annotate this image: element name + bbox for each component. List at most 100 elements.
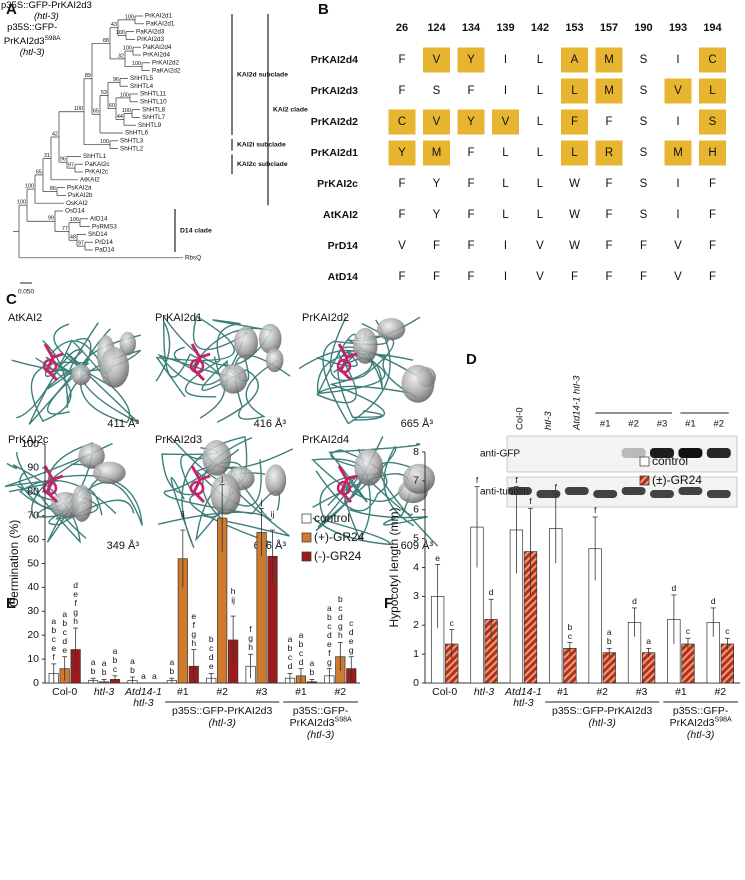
- leaf-label: PsKAI2a: [67, 184, 92, 191]
- residue-position: 193: [669, 22, 687, 34]
- group-superscript: S98A: [334, 716, 352, 724]
- y-tick-label: 40: [27, 581, 39, 593]
- leaf-label: RbsQ: [185, 254, 201, 261]
- backbone: [184, 319, 265, 398]
- bootstrap-value: 43: [111, 22, 117, 28]
- residue: L: [571, 147, 578, 159]
- x-tick-label: #3: [635, 686, 648, 698]
- y-axis-title: Hypocotyl length (mm): [387, 507, 401, 627]
- residue: V: [674, 85, 682, 97]
- cavity-surface: [258, 323, 282, 354]
- blot-band: [650, 490, 674, 498]
- blot-band: [706, 490, 731, 498]
- significance-letters: f: [529, 496, 532, 507]
- residue: M: [673, 147, 683, 159]
- structure-image: [298, 314, 441, 426]
- bootstrap-value: 77: [62, 226, 68, 232]
- category-group-label: p35S::GFP-PrKAI2d3 (htl-3): [539, 705, 665, 729]
- significance-letters: e: [435, 552, 440, 563]
- ligand: [190, 465, 211, 504]
- residue-highlight: [560, 108, 589, 136]
- structure-name: PrKAI2d2: [302, 312, 349, 324]
- residue: L: [537, 54, 544, 66]
- residue: F: [398, 85, 405, 97]
- backbone: [315, 449, 388, 512]
- leaf-label: PrD14: [95, 239, 113, 246]
- group-text: p35S::GFP-PrKAI2d3: [3, 22, 58, 48]
- backbone: [316, 316, 395, 396]
- legend-label: (+)-GR24: [314, 530, 365, 544]
- leaf-label: ShHTL7: [142, 114, 166, 121]
- significance-letters: ab: [309, 658, 315, 678]
- protein-name: PrKAI2d1: [311, 147, 358, 159]
- significance-letters: ab: [130, 656, 135, 676]
- legend-label: control: [652, 454, 688, 468]
- residue: V: [674, 240, 682, 252]
- y-tick-label: 70: [27, 509, 39, 521]
- significance-letters: d: [488, 587, 494, 598]
- legend-swatch: [639, 475, 650, 486]
- cavity-surface: [376, 318, 406, 341]
- residue: A: [571, 54, 579, 66]
- structure-name: PrKAI2d1: [155, 312, 202, 324]
- residue: L: [537, 116, 544, 128]
- residue-position: 157: [600, 22, 618, 34]
- residue: Y: [433, 178, 441, 190]
- significance-letters: a: [646, 636, 651, 647]
- significance-letters: bcde: [208, 634, 214, 672]
- ligand: [43, 465, 64, 504]
- group-note: (htl-3): [686, 729, 715, 741]
- bootstrap-value: 100: [123, 46, 132, 52]
- leaf-label: PaD14: [95, 247, 115, 254]
- significance-letters: abcd: [287, 634, 293, 672]
- residue: F: [605, 178, 612, 190]
- residue: F: [709, 271, 716, 283]
- residue-highlight: [698, 139, 727, 167]
- blot-band: [593, 490, 618, 498]
- significance-letters: ab: [90, 657, 96, 677]
- bootstrap-value: 32: [118, 53, 124, 59]
- bootstrap-value: 100: [122, 108, 131, 114]
- y-tick-label: 1: [413, 648, 419, 660]
- significance-letters: hij: [230, 586, 236, 606]
- bootstrap-value: 100: [125, 14, 134, 20]
- residue: C: [708, 54, 716, 66]
- residue: L: [502, 209, 509, 221]
- leaf-label: PaKAI2d4: [143, 44, 172, 51]
- significance-letters: f: [515, 474, 518, 485]
- y-tick-label: 3: [413, 590, 419, 602]
- protein-name: PrKAI2c: [317, 178, 358, 190]
- residue: F: [467, 178, 474, 190]
- residue: M: [604, 54, 614, 66]
- residue: F: [605, 116, 612, 128]
- x-tick-label: htl-3: [93, 686, 115, 698]
- residue-highlight: [387, 108, 417, 136]
- residue: S: [640, 178, 648, 190]
- residue: F: [571, 271, 578, 283]
- significance-letters: j: [221, 472, 224, 483]
- legend-label: (±)-GR24: [652, 473, 702, 487]
- cavity-surface: [219, 364, 248, 394]
- panel-label: F: [384, 595, 393, 612]
- bootstrap-value: 65: [36, 169, 42, 175]
- residue: Y: [398, 147, 406, 159]
- residue-highlight: [663, 139, 693, 167]
- cavity-surface: [99, 346, 130, 388]
- backbone: [312, 473, 391, 546]
- panel-label: A: [6, 1, 17, 18]
- significance-letters: ab: [606, 627, 612, 647]
- blot-band: [621, 487, 646, 495]
- leaf-label: PsRMS3: [92, 223, 117, 230]
- panel-label: E: [6, 595, 16, 612]
- residue-highlight: [422, 46, 451, 74]
- residue: I: [676, 178, 679, 190]
- blot-band: [508, 487, 532, 495]
- residue: Y: [433, 209, 441, 221]
- significance-letters: d: [671, 582, 677, 593]
- significance-letters: c: [685, 626, 691, 637]
- significance-letters: a: [141, 671, 146, 681]
- bootstrap-value: 100: [17, 200, 26, 206]
- ligand-ring: [189, 480, 205, 496]
- residue: F: [398, 54, 405, 66]
